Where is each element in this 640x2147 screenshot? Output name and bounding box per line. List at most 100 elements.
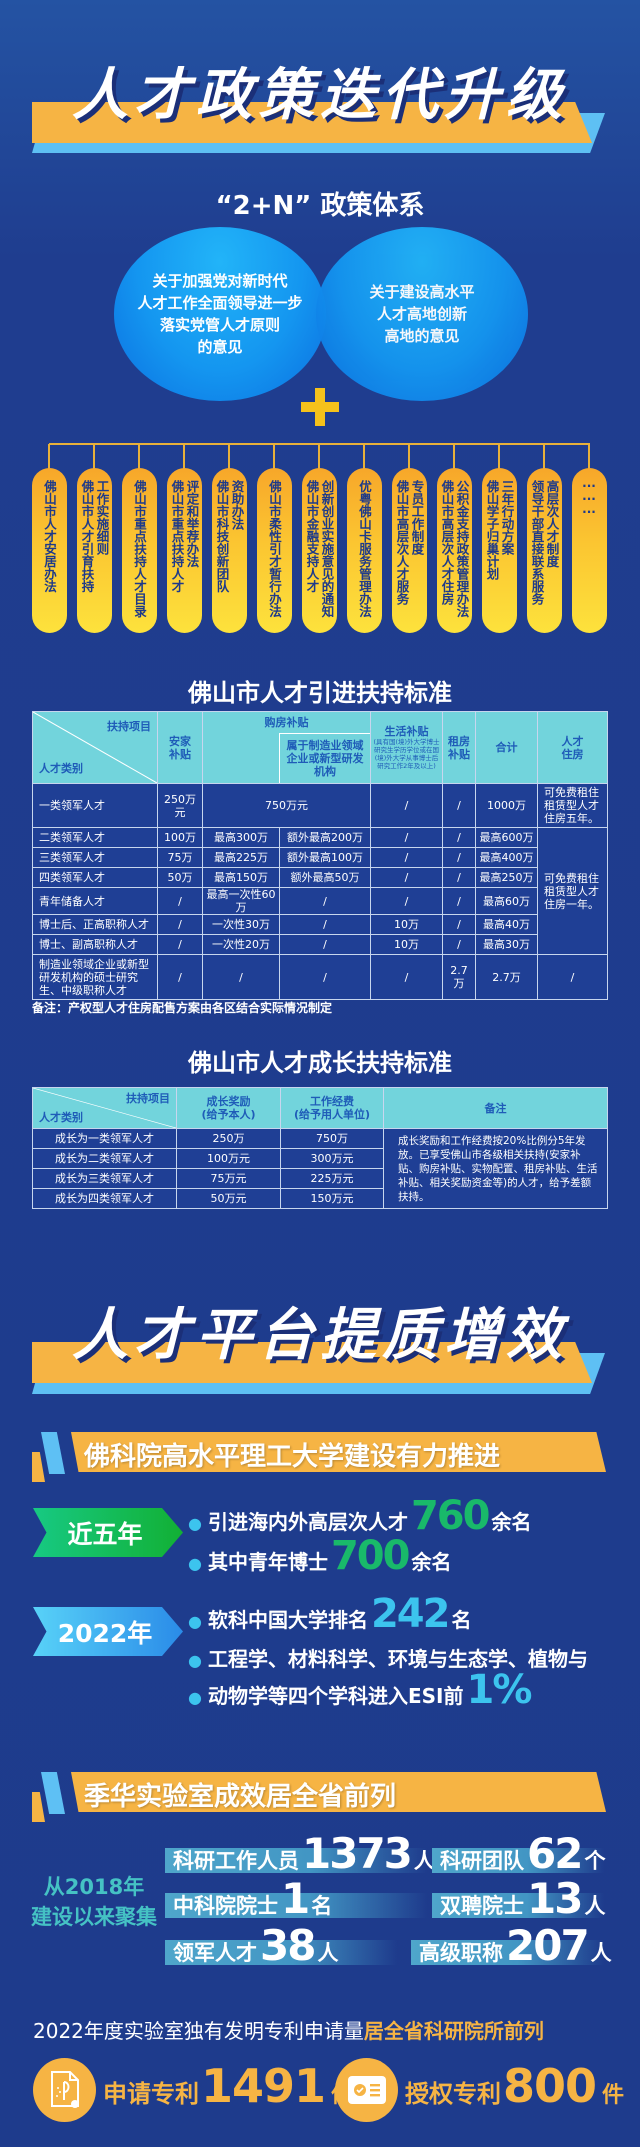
connector-tick — [138, 444, 140, 470]
policy-item: 佛山市科技创新团队 资助办法 — [211, 468, 247, 633]
header-total: 合计 — [475, 711, 538, 784]
table-row: 成长为四类领军人才 50万元 150万元 — [32, 1188, 608, 1209]
stat-unit: 人 — [317, 1941, 339, 1965]
stat-line: ● 动物学等四个学科进入ESI前 1% — [188, 1667, 532, 1713]
header-reward: 成长奖励 (给予本人) — [176, 1087, 281, 1129]
stat-label: 领军人才 — [173, 1941, 257, 1965]
stat-bar — [165, 1893, 427, 1918]
policy-item-text: 佛山市人才安居办法 — [42, 480, 57, 593]
talent-introduction-table: 扶持项目 人才类别 安家 补贴 购房补贴 属于制造业领域企业或新型研发机构 生活补贴… — [32, 711, 608, 1000]
policy-item-text: 佛山市高层次人才住房 — [439, 480, 455, 605]
header-settle: 安家 补贴 — [157, 711, 203, 784]
table-row: 成长为一类领军人才 250万 750万 成长奖励和工作经费按20%比例分5年发放。已… — [32, 1128, 608, 1209]
table-row: 博士、副高职称人才 / 一次性20万/10万 / 最高30万 — [32, 934, 608, 955]
stat-unit: 人 — [590, 1941, 612, 1965]
policy-item-text: 佛山市金融支持人才 — [304, 480, 320, 593]
stat-number: 207 — [506, 1921, 590, 1970]
banner-deco-blue — [41, 1432, 65, 1474]
bullet-icon: ● — [188, 1612, 202, 1631]
table2-title: 佛山市人才成长扶持标准 — [188, 1049, 452, 1077]
policy-item: 佛山市人才安居办法 — [31, 468, 67, 633]
stat-unit: 人 — [413, 1849, 435, 1873]
table-row: 青年储备人才 / 最高一次性60万 / / / 最高60万 — [32, 887, 608, 915]
period-badge-2022: 2022年 — [33, 1607, 183, 1656]
stat-bar — [165, 1848, 427, 1873]
policy-item: 佛山市人才引育扶持 工作实施细则 — [76, 468, 112, 633]
patent-applied: 申请专利1491件 — [103, 2059, 353, 2113]
title-banner-orange — [32, 102, 592, 143]
stat-bar — [432, 1893, 604, 1918]
bullet-icon: ● — [188, 1554, 202, 1573]
stat-number: 1 — [281, 1874, 310, 1923]
certificate-icon — [335, 2058, 398, 2122]
patent-summary-line: 2022年度实验室独有发明专利申请量居全省科研院所前列 — [33, 2019, 544, 2043]
policy-item: 佛山市重点扶持人才 评定和举荐办法 — [166, 468, 202, 633]
stat-line: ● 引进海内外高层次人才 760 余名 — [188, 1493, 532, 1539]
policy-item: 佛山市高层次人才服务 专员工作制度 — [391, 468, 427, 633]
section-title-policy: 人才政策迭代升级 — [72, 63, 568, 128]
policy-item-text: 创新创业实施意见的通知 — [319, 480, 335, 618]
circle-text-line: 的意见 — [197, 338, 243, 356]
stat-number: 38 — [260, 1921, 316, 1970]
circle-text-line: 落实党管人才原则 — [159, 316, 280, 334]
circle-text-line: 高地的意见 — [384, 327, 460, 345]
connector-tick — [318, 444, 320, 470]
stat-item: 科研团队 62 个 — [432, 1833, 605, 1875]
stat-number: 13 — [527, 1874, 583, 1923]
stat-number: 62 — [527, 1829, 583, 1878]
table1-note: 备注：产权型人才住房配售方案由各区结合实际情况制定 — [32, 1001, 333, 1015]
policy-item-text: 佛山市高层次人才服务 — [394, 480, 410, 605]
banner-deco-orange — [32, 1452, 45, 1482]
stat-label: 科研工作人员 — [173, 1849, 299, 1873]
policy-item-text: 资助办法 — [229, 480, 245, 530]
jihua-heading: 季华实验室成效居全省前列 — [84, 1782, 397, 1812]
connector-tick — [408, 444, 410, 470]
talent-growth-table: 扶持项目 人才类别 成长奖励 (给予本人) 工作经费 (给予用人单位) 备注 成长… — [32, 1087, 608, 1209]
stat-unit: 人 — [584, 1894, 606, 1918]
policy-item-text: ··· ··· ··· — [582, 479, 596, 519]
policy-item-text: 工作实施细则 — [94, 480, 110, 555]
policy-item: 佛山学子归巢计划 三年行动方案 — [481, 468, 517, 633]
header-housing: 人才 住房 — [537, 711, 608, 784]
policy-item: 领导干部直接联系服务 高层次人才制度 — [526, 468, 562, 633]
stat-bar — [411, 1940, 604, 1965]
table-row: 制造业领域企业或新型研发机构的硕士研究生、中级职称人才 / / //2.7万 2.7万 / — [32, 954, 608, 1000]
header-rent: 租房 补贴 — [442, 711, 476, 784]
table-row: 博士后、正高职称人才 / 一次性30万/10万 / 最高40万 — [32, 914, 608, 935]
since-2018-label: 从2018年 建设以来聚集 — [31, 1875, 157, 1929]
connector-tick — [498, 444, 500, 470]
bullet-icon: ● — [188, 1651, 202, 1670]
header-purchase: 购房补贴 属于制造业领域企业或新型研发机构 — [202, 711, 371, 784]
policy-item: 佛山市金融支持人才 创新创业实施意见的通知 — [301, 468, 337, 633]
policy-item-text: 三年行动方案 — [499, 480, 515, 555]
circle-text-line: 人才工作全面领导进一步 — [137, 294, 303, 312]
policy-item-text: 专员工作制度 — [409, 480, 425, 555]
policy-circle-right: 关于建设高水平 人才高地创新 高地的意见 — [316, 227, 528, 401]
table-row: 二类领军人才 100万 最高300万 额外最高200万 / / 最高600万 可… — [32, 827, 608, 955]
stat-item: 双聘院士 13 人 — [432, 1878, 606, 1920]
policy-circle-left: 关于加强党对新时代 人才工作全面领导进一步 落实党管人才原则 的意见 — [114, 227, 326, 401]
connector-tick — [273, 444, 275, 470]
stat-bar — [432, 1848, 604, 1873]
stat-line: ● 工程学、材料科学、环境与生态学、植物与 — [188, 1647, 588, 1671]
policy-item: ··· ··· ··· — [571, 468, 607, 633]
banner-deco-blue — [41, 1772, 65, 1814]
header-funding: 工作经费 (给予用人单位) — [280, 1087, 384, 1129]
table-row: 成长为三类领军人才 75万元 225万元 — [32, 1168, 608, 1189]
patent-granted: 授权专利 800 件 — [405, 2059, 625, 2113]
bullet-icon: ● — [188, 1688, 202, 1707]
table-row: 一类领军人才 250万元 750万元 / / 1000万 可免费租住租赁型人才住… — [32, 783, 608, 828]
stat-label: 中科院院士 — [173, 1894, 278, 1918]
stat-item: 高级职称 207 人 — [411, 1925, 612, 1967]
stat-label: 高级职称 — [419, 1941, 503, 1965]
policy-item-text: 公积金支持政策管理办法 — [454, 480, 470, 618]
stat-item: 领军人才 38 人 — [165, 1925, 397, 1967]
circle-text-line: 关于加强党对新时代 — [152, 272, 288, 290]
stat-line: ● 其中青年博士 700 余名 — [188, 1533, 452, 1579]
bullet-icon: ● — [188, 1514, 202, 1533]
connector-tick — [588, 444, 590, 470]
policy-item-text: 高层次人才制度 — [544, 480, 560, 568]
remark-cell: 成长奖励和工作经费按20%比例分5年发放。已享受佛山市各级相关扶持(安家补贴、购… — [383, 1128, 608, 1209]
connector-tick — [228, 444, 230, 470]
policy-item: 优粤佛山卡服务管理办法 — [346, 468, 382, 633]
